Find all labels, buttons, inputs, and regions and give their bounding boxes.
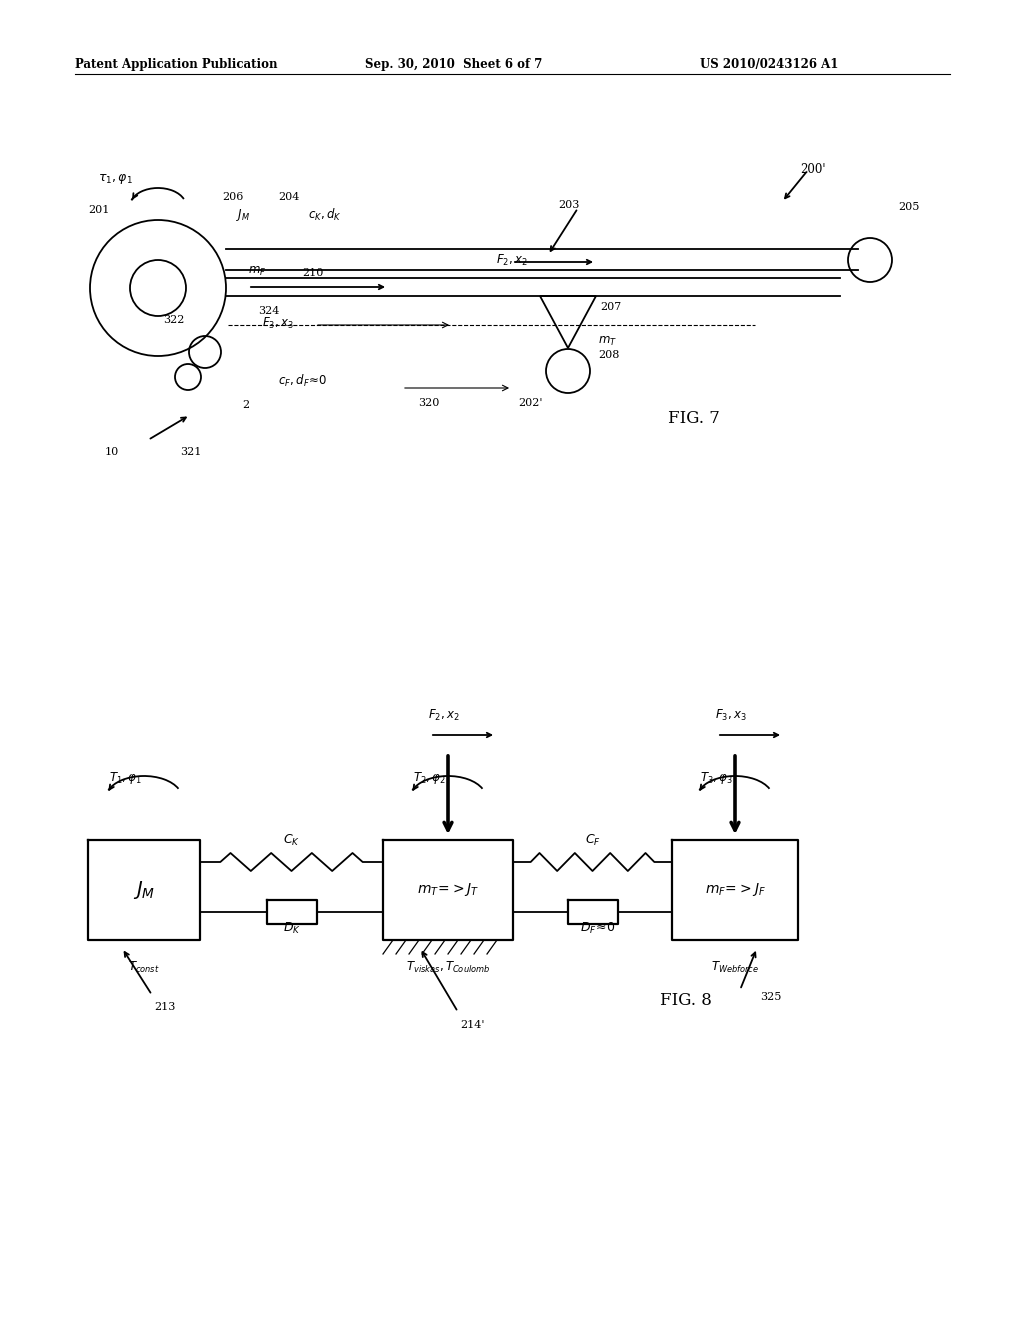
Text: $F_3, x_3$: $F_3, x_3$: [715, 708, 746, 723]
Text: 203: 203: [558, 201, 580, 210]
Text: 10: 10: [105, 447, 119, 457]
Text: $c_F, d_F\!\approx\!0$: $c_F, d_F\!\approx\!0$: [278, 374, 328, 389]
Text: $C_F$: $C_F$: [585, 833, 600, 847]
Text: 322: 322: [163, 315, 184, 325]
Text: $\tau_1, \varphi_1$: $\tau_1, \varphi_1$: [98, 172, 133, 186]
Text: 325: 325: [760, 993, 781, 1002]
Text: $T_{const}$: $T_{const}$: [128, 960, 160, 975]
Text: $D_K$: $D_K$: [283, 921, 300, 936]
Text: 2: 2: [242, 400, 249, 411]
Text: US 2010/0243126 A1: US 2010/0243126 A1: [700, 58, 839, 71]
Text: 210: 210: [302, 268, 324, 279]
Text: Sep. 30, 2010  Sheet 6 of 7: Sep. 30, 2010 Sheet 6 of 7: [365, 58, 543, 71]
Text: FIG. 8: FIG. 8: [660, 993, 712, 1008]
Text: $m_F\!=\!>J_F$: $m_F\!=\!>J_F$: [705, 882, 765, 899]
Text: 206: 206: [222, 191, 244, 202]
Text: FIG. 7: FIG. 7: [668, 411, 720, 426]
Text: 321: 321: [180, 447, 202, 457]
Text: $T_1, \varphi_1$: $T_1, \varphi_1$: [109, 770, 142, 785]
Text: $T_{viskas}, T_{Coulomb}$: $T_{viskas}, T_{Coulomb}$: [406, 960, 490, 975]
Text: 320: 320: [418, 399, 439, 408]
Text: $T_3, \varphi_3$: $T_3, \varphi_3$: [700, 770, 733, 785]
Text: 200': 200': [800, 162, 825, 176]
Text: 214': 214': [460, 1020, 484, 1030]
Text: 324: 324: [258, 306, 280, 315]
Text: 204: 204: [278, 191, 299, 202]
Text: $F_3, x_3$: $F_3, x_3$: [262, 315, 294, 331]
Text: $m_T\!=\!>J_T$: $m_T\!=\!>J_T$: [417, 882, 479, 899]
Text: $D_F\!\approx\!0$: $D_F\!\approx\!0$: [580, 921, 615, 936]
Text: $T_{Webforce}$: $T_{Webforce}$: [711, 960, 759, 975]
Text: $F_2, x_2$: $F_2, x_2$: [496, 253, 527, 268]
Text: 208: 208: [598, 350, 620, 360]
Text: Patent Application Publication: Patent Application Publication: [75, 58, 278, 71]
Text: $J_M$: $J_M$: [133, 879, 156, 902]
Text: $C_K$: $C_K$: [283, 833, 300, 847]
Text: $F_2, x_2$: $F_2, x_2$: [428, 708, 460, 723]
Text: 207: 207: [600, 302, 622, 312]
Text: 202': 202': [518, 399, 543, 408]
Text: $J_M$: $J_M$: [236, 207, 250, 223]
Text: $c_K, d_K$: $c_K, d_K$: [308, 207, 342, 223]
Text: $T_2, \varphi_2$: $T_2, \varphi_2$: [413, 770, 446, 785]
Text: $m_T$: $m_T$: [598, 335, 617, 348]
Text: 201: 201: [88, 205, 110, 215]
Text: 213: 213: [154, 1002, 175, 1012]
Text: 205: 205: [898, 202, 920, 213]
Text: $m_F$: $m_F$: [248, 265, 266, 279]
